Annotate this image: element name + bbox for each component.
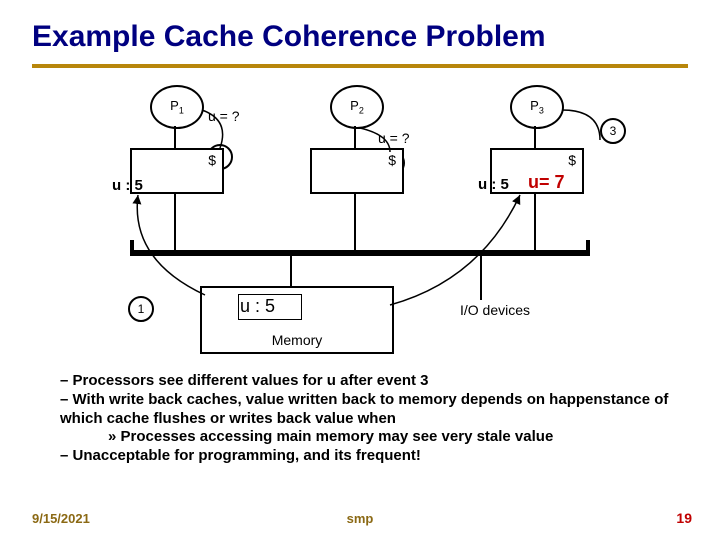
title-underline [32,64,688,68]
query-u-p2: u = ? [378,130,410,146]
footer-pagenum: 19 [676,510,692,526]
bullet-2-sub: Processes accessing main memory may see … [60,428,680,447]
query-u-p1: u = ? [208,108,240,124]
conn-bus-mem [290,256,292,286]
conn-cache2-bus [354,192,356,250]
cache-u-3: u : 5 [478,176,509,372]
p2-label: P2 [350,98,364,116]
conn-cache1-bus [174,192,176,250]
footer-topic: smp [0,511,720,526]
memory-cell-border [238,294,302,320]
processor-p2: P2 [330,85,384,129]
bullet-1: Processors see different values for u af… [60,372,680,391]
cache-dollar-1: $ [208,152,216,168]
bullet-2: With write back caches, value written ba… [60,391,680,429]
step-1: 1 [128,296,154,322]
interconnect-bus [130,250,590,256]
conn-cache3-bus [534,192,536,250]
memory-label: Memory [202,332,392,348]
conn-p3-cache [534,126,536,148]
processor-p3: P3 [510,85,564,129]
cache-u7: u= 7 [528,172,565,193]
conn-p1-cache [174,126,176,148]
cache-dollar-2: $ [388,152,396,168]
bus-tick-right [586,240,590,250]
bullet-list: Processors see different values for u af… [60,372,680,466]
bullet-3: Unacceptable for programming, and its fr… [60,447,680,466]
memory-box: u : 5 Memory [200,286,394,354]
conn-bus-io [480,256,482,300]
cache-dollar-3: $ [568,152,576,168]
p1-label: P1 [170,98,184,116]
step-3: 3 [600,118,626,144]
bus-tick-left [130,240,134,250]
slide-title: Example Cache Coherence Problem [32,20,546,54]
conn-p2-cache [354,126,356,148]
io-devices-label: I/O devices [460,302,530,318]
cache-p1: $ u : 5 [130,148,224,194]
p3-label: P3 [530,98,544,116]
processor-p1: P1 [150,85,204,129]
cache-u-1: u : 5 [112,177,143,194]
cache-p2: $ [310,148,404,194]
coherence-diagram: P1 P2 P3 u = ? u = ? 4 5 3 1 2 $ u : 5 $… [60,80,660,370]
